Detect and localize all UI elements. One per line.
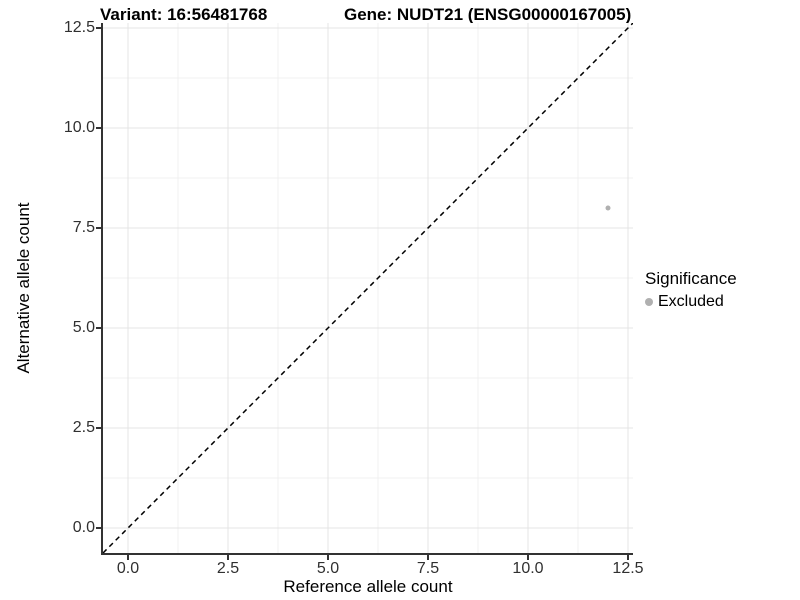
x-tick-mark (127, 555, 129, 560)
y-tick-label: 7.5 (72, 219, 95, 236)
plot-panel (102, 22, 634, 554)
y-tick-mark (96, 427, 101, 429)
y-axis-line (101, 23, 103, 555)
x-tick-label: 5.0 (316, 560, 340, 577)
y-tick-label: 5.0 (72, 319, 95, 336)
data-point (605, 205, 611, 211)
x-axis-line (101, 553, 633, 555)
x-axis-title: Reference allele count (283, 577, 453, 596)
x-tick-mark (627, 555, 629, 560)
y-tick-mark (96, 227, 101, 229)
x-tick-mark (327, 555, 329, 560)
legend: Significance Excluded (645, 269, 737, 311)
plot-title-gene: Gene: NUDT21 (ENSG00000167005) (344, 5, 632, 24)
x-tick-mark (527, 555, 529, 560)
x-tick-label: 10.0 (512, 560, 544, 577)
y-tick-label: 2.5 (72, 419, 95, 436)
y-tick-mark (96, 27, 101, 29)
y-tick-mark (96, 527, 101, 529)
y-axis-title: Alternative allele count (14, 202, 33, 374)
legend-item-excluded: Excluded (645, 293, 737, 311)
legend-title: Significance (645, 269, 737, 288)
plot-title-variant: Variant: 16:56481768 (100, 5, 268, 24)
x-tick-label: 7.5 (416, 560, 440, 577)
x-tick-label: 0.0 (116, 560, 140, 577)
x-tick-label: 2.5 (216, 560, 240, 577)
y-tick-mark (96, 127, 101, 129)
plot-canvas (102, 22, 634, 554)
y-tick-label: 0.0 (72, 519, 95, 536)
x-tick-label: 12.5 (612, 560, 644, 577)
y-tick-mark (96, 327, 101, 329)
legend-point-swatch (645, 298, 653, 306)
y-tick-label: 12.5 (63, 19, 95, 36)
legend-item-label: Excluded (658, 293, 724, 310)
x-tick-mark (227, 555, 229, 560)
y-tick-label: 10.0 (63, 119, 95, 136)
identity-reference-line (102, 22, 634, 554)
x-tick-mark (427, 555, 429, 560)
